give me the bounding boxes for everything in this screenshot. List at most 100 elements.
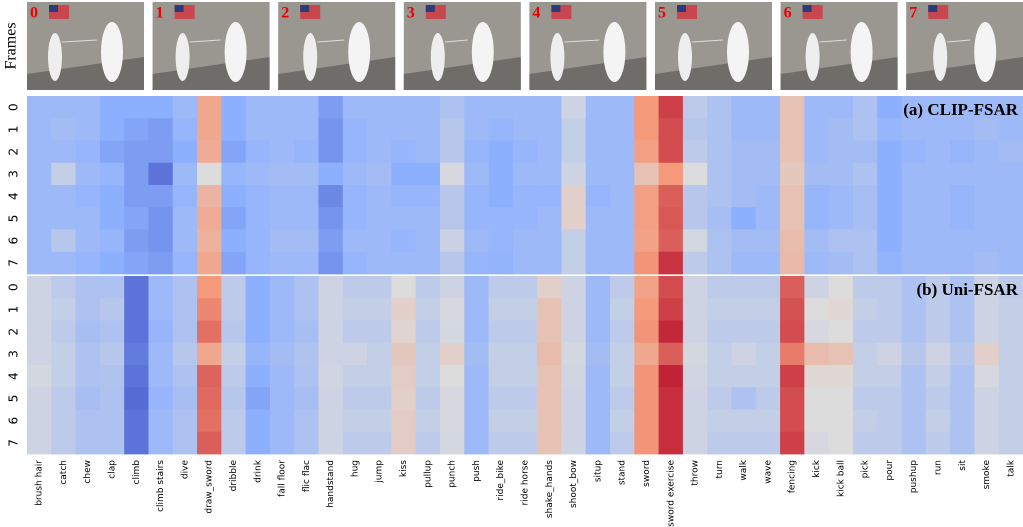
heat-cell	[391, 163, 416, 186]
heat-cell	[270, 118, 295, 141]
heat-cell	[391, 252, 416, 275]
heat-cell	[974, 141, 999, 164]
heat-cell	[731, 207, 756, 230]
heat-cell	[804, 365, 829, 388]
heat-cell	[124, 185, 149, 208]
heat-cell	[513, 118, 538, 141]
heat-cell	[76, 230, 101, 253]
heat-cell	[561, 185, 586, 208]
heat-cell	[489, 118, 514, 141]
heat-cell	[100, 118, 125, 141]
heat-cell	[173, 230, 198, 253]
heat-cell	[100, 365, 125, 388]
heat-cell	[659, 252, 684, 275]
heat-cell	[51, 163, 76, 186]
heat-cell	[148, 118, 173, 141]
heat-cell	[148, 252, 173, 275]
heat-cell	[537, 276, 562, 299]
heat-cell	[246, 252, 271, 275]
heat-cell	[343, 163, 368, 186]
heat-cell	[926, 321, 951, 344]
heat-cell	[707, 298, 732, 321]
heat-cell	[537, 96, 562, 119]
heat-cell	[610, 343, 635, 366]
fencer-right	[472, 22, 494, 82]
heat-cell	[853, 276, 878, 299]
frame: 6	[781, 2, 898, 90]
heat-cell	[27, 252, 52, 275]
heat-cell	[780, 230, 805, 253]
heat-cell	[853, 185, 878, 208]
heat-cell	[659, 432, 684, 455]
column-label: wave	[763, 460, 773, 484]
heat-cell	[683, 207, 708, 230]
heat-cell	[513, 298, 538, 321]
heat-cell	[780, 410, 805, 433]
frame-index: 2	[281, 5, 289, 22]
heat-cell	[756, 207, 781, 230]
heat-cell	[416, 410, 441, 433]
heat-cell	[634, 387, 659, 410]
heat-cell	[270, 410, 295, 433]
heat-cell	[197, 432, 222, 455]
heat-cell	[853, 163, 878, 186]
heat-cell	[829, 343, 854, 366]
fencer-right	[603, 22, 625, 82]
heat-cell	[999, 387, 1023, 410]
heat-cell	[537, 387, 562, 410]
fencer-right	[101, 22, 123, 82]
heat-cell	[246, 298, 271, 321]
heat-cell	[464, 298, 489, 321]
heat-cell	[780, 321, 805, 344]
heat-cell	[294, 432, 319, 455]
column-label: push	[472, 460, 482, 482]
heat-cell	[683, 343, 708, 366]
heat-cell	[367, 230, 392, 253]
heat-cell	[853, 118, 878, 141]
heat-cell	[853, 343, 878, 366]
heat-cell	[829, 298, 854, 321]
fencer-left	[678, 33, 692, 81]
heat-cell	[537, 298, 562, 321]
heat-cell	[416, 343, 441, 366]
heat-cell	[707, 276, 732, 299]
heat-cell	[246, 276, 271, 299]
heat-cell	[537, 185, 562, 208]
heat-cell	[586, 252, 611, 275]
heat-cell	[391, 141, 416, 164]
heat-cell	[999, 185, 1023, 208]
heat-cell	[464, 276, 489, 299]
heat-cell	[294, 230, 319, 253]
heat-cell	[51, 298, 76, 321]
heat-cell	[974, 207, 999, 230]
heat-cell	[804, 96, 829, 119]
fencer-left	[550, 33, 564, 81]
heat-cell	[999, 207, 1023, 230]
heat-cell	[804, 252, 829, 275]
heat-cell	[343, 185, 368, 208]
heat-cell	[683, 276, 708, 299]
column-label: ride horse	[521, 460, 531, 506]
heat-cell	[148, 321, 173, 344]
heat-cell	[246, 118, 271, 141]
heat-cell	[319, 207, 344, 230]
heat-cell	[610, 185, 635, 208]
panel-title: (a) CLIP-FSAR	[903, 100, 1018, 119]
heat-cell	[999, 343, 1023, 366]
heat-cell	[877, 365, 902, 388]
heat-cell	[926, 343, 951, 366]
row-label: 7	[7, 259, 21, 267]
heat-cell	[537, 163, 562, 186]
heat-cell	[926, 141, 951, 164]
heat-cell	[877, 298, 902, 321]
heat-cell	[513, 432, 538, 455]
heat-cell	[294, 141, 319, 164]
heat-cell	[731, 321, 756, 344]
heat-cell	[173, 207, 198, 230]
heat-cell	[319, 410, 344, 433]
row-label: 1	[7, 306, 21, 314]
heat-cell	[829, 387, 854, 410]
column-label: climb	[132, 460, 142, 485]
heat-cell	[974, 387, 999, 410]
heat-cell	[999, 141, 1023, 164]
